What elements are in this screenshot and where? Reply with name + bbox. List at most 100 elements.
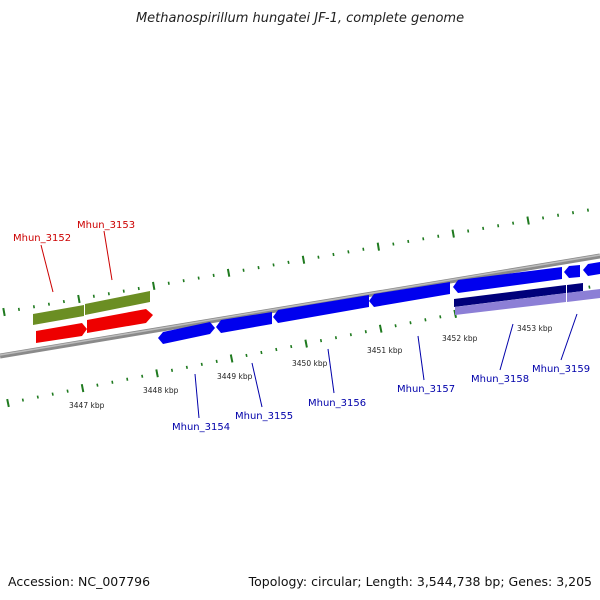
major-tick bbox=[226, 268, 231, 277]
leader-line bbox=[103, 230, 113, 281]
minor-tick bbox=[422, 237, 425, 241]
scale-label: 3451 kbp bbox=[367, 346, 403, 355]
genome-backbone bbox=[0, 253, 600, 359]
map-title: Methanospirillum hungatei JF-1, complete… bbox=[135, 11, 465, 26]
major-tick bbox=[376, 242, 380, 251]
scale-label: 3453 kbp bbox=[517, 324, 553, 333]
cds-feature[interactable] bbox=[273, 295, 369, 323]
scale-label: 3449 kbp bbox=[217, 372, 253, 381]
gene-label[interactable]: Mhun_3153 bbox=[77, 220, 135, 231]
minor-tick bbox=[409, 321, 412, 325]
cds-feature-dark[interactable] bbox=[454, 285, 566, 307]
major-tick bbox=[6, 398, 10, 408]
minor-tick bbox=[482, 226, 485, 231]
leader-line bbox=[40, 244, 54, 293]
minor-tick bbox=[571, 211, 575, 215]
minor-tick bbox=[36, 395, 39, 399]
minor-tick bbox=[122, 289, 125, 293]
minor-tick bbox=[319, 338, 323, 343]
gene-feature-red[interactable] bbox=[36, 323, 87, 343]
gene-feature-green[interactable] bbox=[85, 291, 150, 315]
leader-line bbox=[499, 323, 514, 371]
scale-label: 3447 kbp bbox=[69, 401, 105, 410]
minor-tick bbox=[557, 213, 560, 217]
feature-track bbox=[33, 262, 600, 344]
cds-feature[interactable] bbox=[216, 312, 272, 333]
minor-tick bbox=[126, 377, 129, 381]
minor-tick bbox=[137, 286, 140, 291]
leader-line bbox=[417, 335, 425, 381]
minor-tick bbox=[364, 330, 367, 334]
minor-tick bbox=[167, 281, 170, 285]
minor-tick bbox=[275, 347, 278, 352]
accession-text: Accession: NC_007796 bbox=[8, 574, 151, 589]
gene-label[interactable]: Mhun_3158 bbox=[471, 374, 529, 385]
minor-tick bbox=[349, 333, 352, 337]
minor-tick bbox=[317, 255, 320, 259]
cds-feature-light[interactable] bbox=[567, 289, 600, 302]
gene-label[interactable]: Mhun_3152 bbox=[13, 233, 71, 244]
cds-feature-light[interactable] bbox=[455, 293, 566, 315]
leader-line bbox=[327, 348, 335, 394]
major-tick bbox=[301, 255, 306, 264]
minor-tick bbox=[437, 234, 440, 238]
major-tick bbox=[80, 384, 85, 393]
minor-tick bbox=[197, 276, 200, 280]
minor-tick bbox=[272, 263, 275, 267]
minor-tick bbox=[32, 305, 35, 309]
minor-tick bbox=[200, 362, 203, 366]
minor-tick bbox=[242, 268, 245, 272]
cds-feature-dark[interactable] bbox=[567, 283, 583, 293]
cds-feature[interactable] bbox=[158, 322, 215, 344]
minor-tick bbox=[424, 318, 427, 322]
minor-tick bbox=[586, 208, 589, 212]
leader-line bbox=[194, 373, 200, 419]
minor-tick bbox=[182, 279, 185, 283]
major-tick bbox=[451, 229, 455, 238]
minor-tick bbox=[512, 221, 515, 225]
minor-tick bbox=[257, 265, 260, 270]
cds-feature[interactable] bbox=[369, 282, 450, 307]
minor-tick bbox=[51, 392, 54, 396]
minor-tick bbox=[287, 260, 290, 264]
gene-label[interactable]: Mhun_3159 bbox=[532, 364, 590, 375]
scale-label: 3450 kbp bbox=[292, 359, 328, 368]
gene-label[interactable]: Mhun_3157 bbox=[397, 384, 455, 395]
scale-label: 3448 kbp bbox=[143, 386, 179, 395]
minor-tick bbox=[107, 292, 110, 296]
minor-tick bbox=[362, 247, 365, 251]
minor-tick bbox=[111, 380, 114, 384]
minor-tick bbox=[394, 324, 397, 328]
minor-tick bbox=[62, 299, 65, 304]
minor-tick bbox=[215, 359, 218, 364]
minor-tick bbox=[66, 389, 69, 393]
minor-tick bbox=[245, 353, 248, 358]
minor-tick bbox=[21, 398, 24, 402]
gene-label[interactable]: Mhun_3155 bbox=[235, 411, 293, 422]
minor-tick bbox=[467, 229, 470, 233]
genome-summary-text: Topology: circular; Length: 3,544,738 bp… bbox=[248, 574, 592, 589]
minor-tick bbox=[332, 252, 335, 257]
lower-tick-track bbox=[6, 285, 591, 408]
gene-label[interactable]: Mhun_3156 bbox=[308, 398, 366, 409]
upper-tick-track bbox=[2, 208, 589, 317]
gene-labels: Mhun_3152 Mhun_3153 Mhun_3154 Mhun_3155 … bbox=[13, 220, 590, 433]
major-tick bbox=[155, 369, 159, 378]
cds-feature[interactable] bbox=[453, 267, 562, 293]
gene-feature-red[interactable] bbox=[87, 309, 153, 333]
cds-feature[interactable] bbox=[564, 265, 580, 278]
major-tick bbox=[304, 339, 308, 348]
minor-tick bbox=[290, 344, 293, 349]
leader-line bbox=[560, 313, 578, 361]
gene-feature-green[interactable] bbox=[33, 305, 84, 325]
minor-tick bbox=[588, 285, 591, 289]
major-tick bbox=[77, 294, 81, 304]
major-tick bbox=[152, 281, 156, 290]
gene-label[interactable]: Mhun_3154 bbox=[172, 422, 230, 433]
cds-feature[interactable] bbox=[583, 262, 600, 276]
minor-tick bbox=[17, 307, 20, 312]
minor-tick bbox=[47, 302, 50, 306]
major-tick bbox=[229, 354, 234, 363]
minor-tick bbox=[542, 216, 545, 220]
minor-tick bbox=[407, 239, 410, 244]
